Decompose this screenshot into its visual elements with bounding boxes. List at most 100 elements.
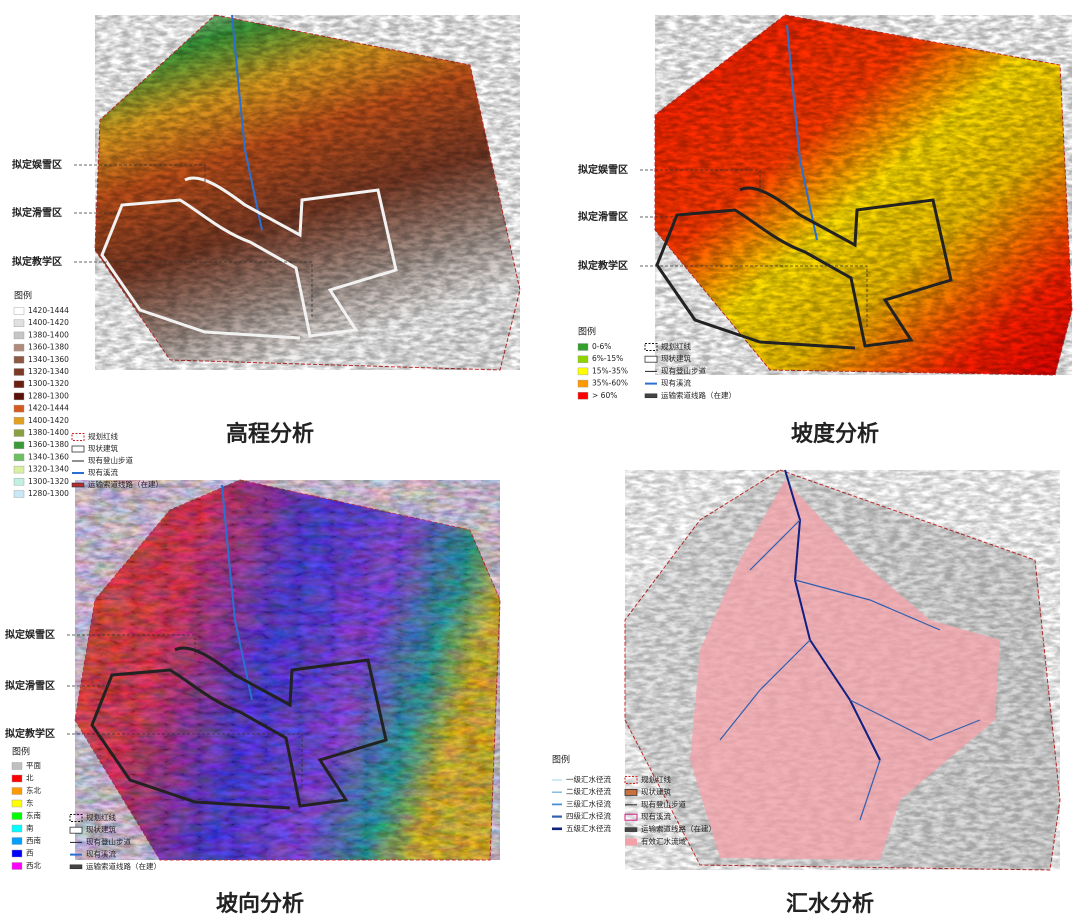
zone-label: 拟定教学区 xyxy=(12,255,62,268)
legend-swatch xyxy=(11,837,23,845)
symbol-label: 有效汇水流域 xyxy=(641,836,686,846)
legend-swatch xyxy=(11,849,23,858)
legend-swatch xyxy=(13,490,25,498)
symbol-building xyxy=(69,826,83,834)
legend-swatch xyxy=(11,774,23,783)
legend-swatch xyxy=(11,787,23,795)
legend-label: 五级汇水径流 xyxy=(566,823,611,833)
leader-line xyxy=(640,169,761,195)
catchment xyxy=(690,480,1000,860)
legend-swatch xyxy=(13,368,25,376)
symbol-label: 现状建筑 xyxy=(641,786,671,796)
legend-label: 1380-1400 xyxy=(28,428,69,437)
legend-label: 1360-1380 xyxy=(28,343,69,352)
zone-label: 拟定娱雪区 xyxy=(578,163,628,176)
legend-swatch xyxy=(13,392,25,401)
symbol-label: 现有溪流 xyxy=(641,811,671,821)
zone-outline xyxy=(655,186,953,350)
legend-label: 北 xyxy=(26,774,34,783)
stream xyxy=(719,639,811,741)
panel-title: 高程分析 xyxy=(226,421,314,447)
legend-label: 1320-1340 xyxy=(28,367,69,376)
legend-swatch xyxy=(11,812,23,820)
legend-label: 1320-1340 xyxy=(28,465,69,474)
zone-label: 拟定娱雪区 xyxy=(12,158,62,171)
legend-label: 1300-1320 xyxy=(28,477,69,486)
legend-label: 西南 xyxy=(26,835,41,845)
symbol-boundary xyxy=(644,343,658,351)
legend-label: 南 xyxy=(26,823,34,833)
symbol-label: 现有溪流 xyxy=(86,849,116,859)
legend-label: 1340-1360 xyxy=(28,355,69,364)
legend-label: 1400-1420 xyxy=(28,318,69,327)
symbol-label: 现有登山步道 xyxy=(641,799,686,809)
symbol-boundary xyxy=(624,776,638,784)
symbol-label: 现有溪流 xyxy=(661,378,691,388)
zone-label: 拟定教学区 xyxy=(5,727,55,740)
legend-swatch xyxy=(13,380,25,388)
maps xyxy=(74,14,1073,871)
symbol-building xyxy=(624,789,638,796)
symbol-boundary xyxy=(69,814,83,822)
legend-swatch xyxy=(13,453,25,462)
legend-label: 二级汇水径流 xyxy=(566,786,611,796)
panel-title: 汇水分析 xyxy=(786,892,874,917)
legend-label: 35%-60% xyxy=(592,379,628,388)
legend-swatch xyxy=(577,392,589,400)
stream xyxy=(794,579,941,631)
zone-label: 拟定娱雪区 xyxy=(5,628,55,641)
legend-swatch xyxy=(11,824,23,833)
legend-swatch xyxy=(13,331,25,340)
stream xyxy=(231,14,263,231)
legend-title: 图例 xyxy=(12,746,30,758)
legend-swatch xyxy=(577,367,589,376)
symbol-label: 规划红线 xyxy=(641,774,671,784)
legend-swatch xyxy=(577,355,589,363)
zone-outline xyxy=(90,646,388,810)
legend-label: 1300-1320 xyxy=(28,379,69,388)
symbol-building xyxy=(71,445,85,453)
legend-title: 图例 xyxy=(14,290,32,302)
map-texture xyxy=(75,480,500,860)
symbol-label: 现有溪流 xyxy=(88,467,118,477)
stream xyxy=(749,519,801,571)
legend-swatch xyxy=(577,343,589,351)
zone-outline xyxy=(100,176,398,340)
leader-line xyxy=(74,261,313,318)
zone-label: 拟定滑雪区 xyxy=(578,210,628,223)
legend-label: 西北 xyxy=(26,861,41,870)
leader-line xyxy=(640,265,868,328)
map-texture xyxy=(95,15,520,370)
legend-label: 1380-1400 xyxy=(28,330,69,339)
legend-label: 西 xyxy=(26,849,34,858)
stream xyxy=(786,24,818,241)
symbol-cableway xyxy=(624,827,638,832)
legend-label: > 60% xyxy=(592,391,617,400)
symbol-cableway xyxy=(69,864,83,870)
legend-swatch xyxy=(577,379,589,388)
symbol-label: 现有登山步道 xyxy=(661,365,706,375)
legend-title: 图例 xyxy=(578,326,596,338)
symbol-building xyxy=(644,355,658,363)
stream xyxy=(221,484,253,701)
symbol-label: 现状建筑 xyxy=(661,353,691,363)
legend-swatch xyxy=(13,465,25,474)
legend-label: 1340-1360 xyxy=(28,452,69,461)
legend-label: 一级汇水径流 xyxy=(566,774,611,784)
symbol-boundary xyxy=(71,433,85,441)
symbol-cableway xyxy=(71,482,85,488)
legend-label: 1400-1420 xyxy=(28,416,69,425)
symbol-catchment xyxy=(625,838,637,846)
legend-label: 1420-1444 xyxy=(28,306,69,315)
zone-label: 拟定滑雪区 xyxy=(12,206,62,219)
legend-label: 0-6% xyxy=(592,342,611,351)
legend-label: 1420-1444 xyxy=(28,404,69,413)
symbol-label: 规划红线 xyxy=(88,431,118,441)
panel-title: 坡向分析 xyxy=(216,891,304,917)
leader-line xyxy=(67,733,303,788)
legend-swatch xyxy=(13,319,25,327)
legend-swatch xyxy=(13,429,25,437)
legend-label: 平面 xyxy=(26,761,41,770)
leader-line xyxy=(67,634,196,655)
